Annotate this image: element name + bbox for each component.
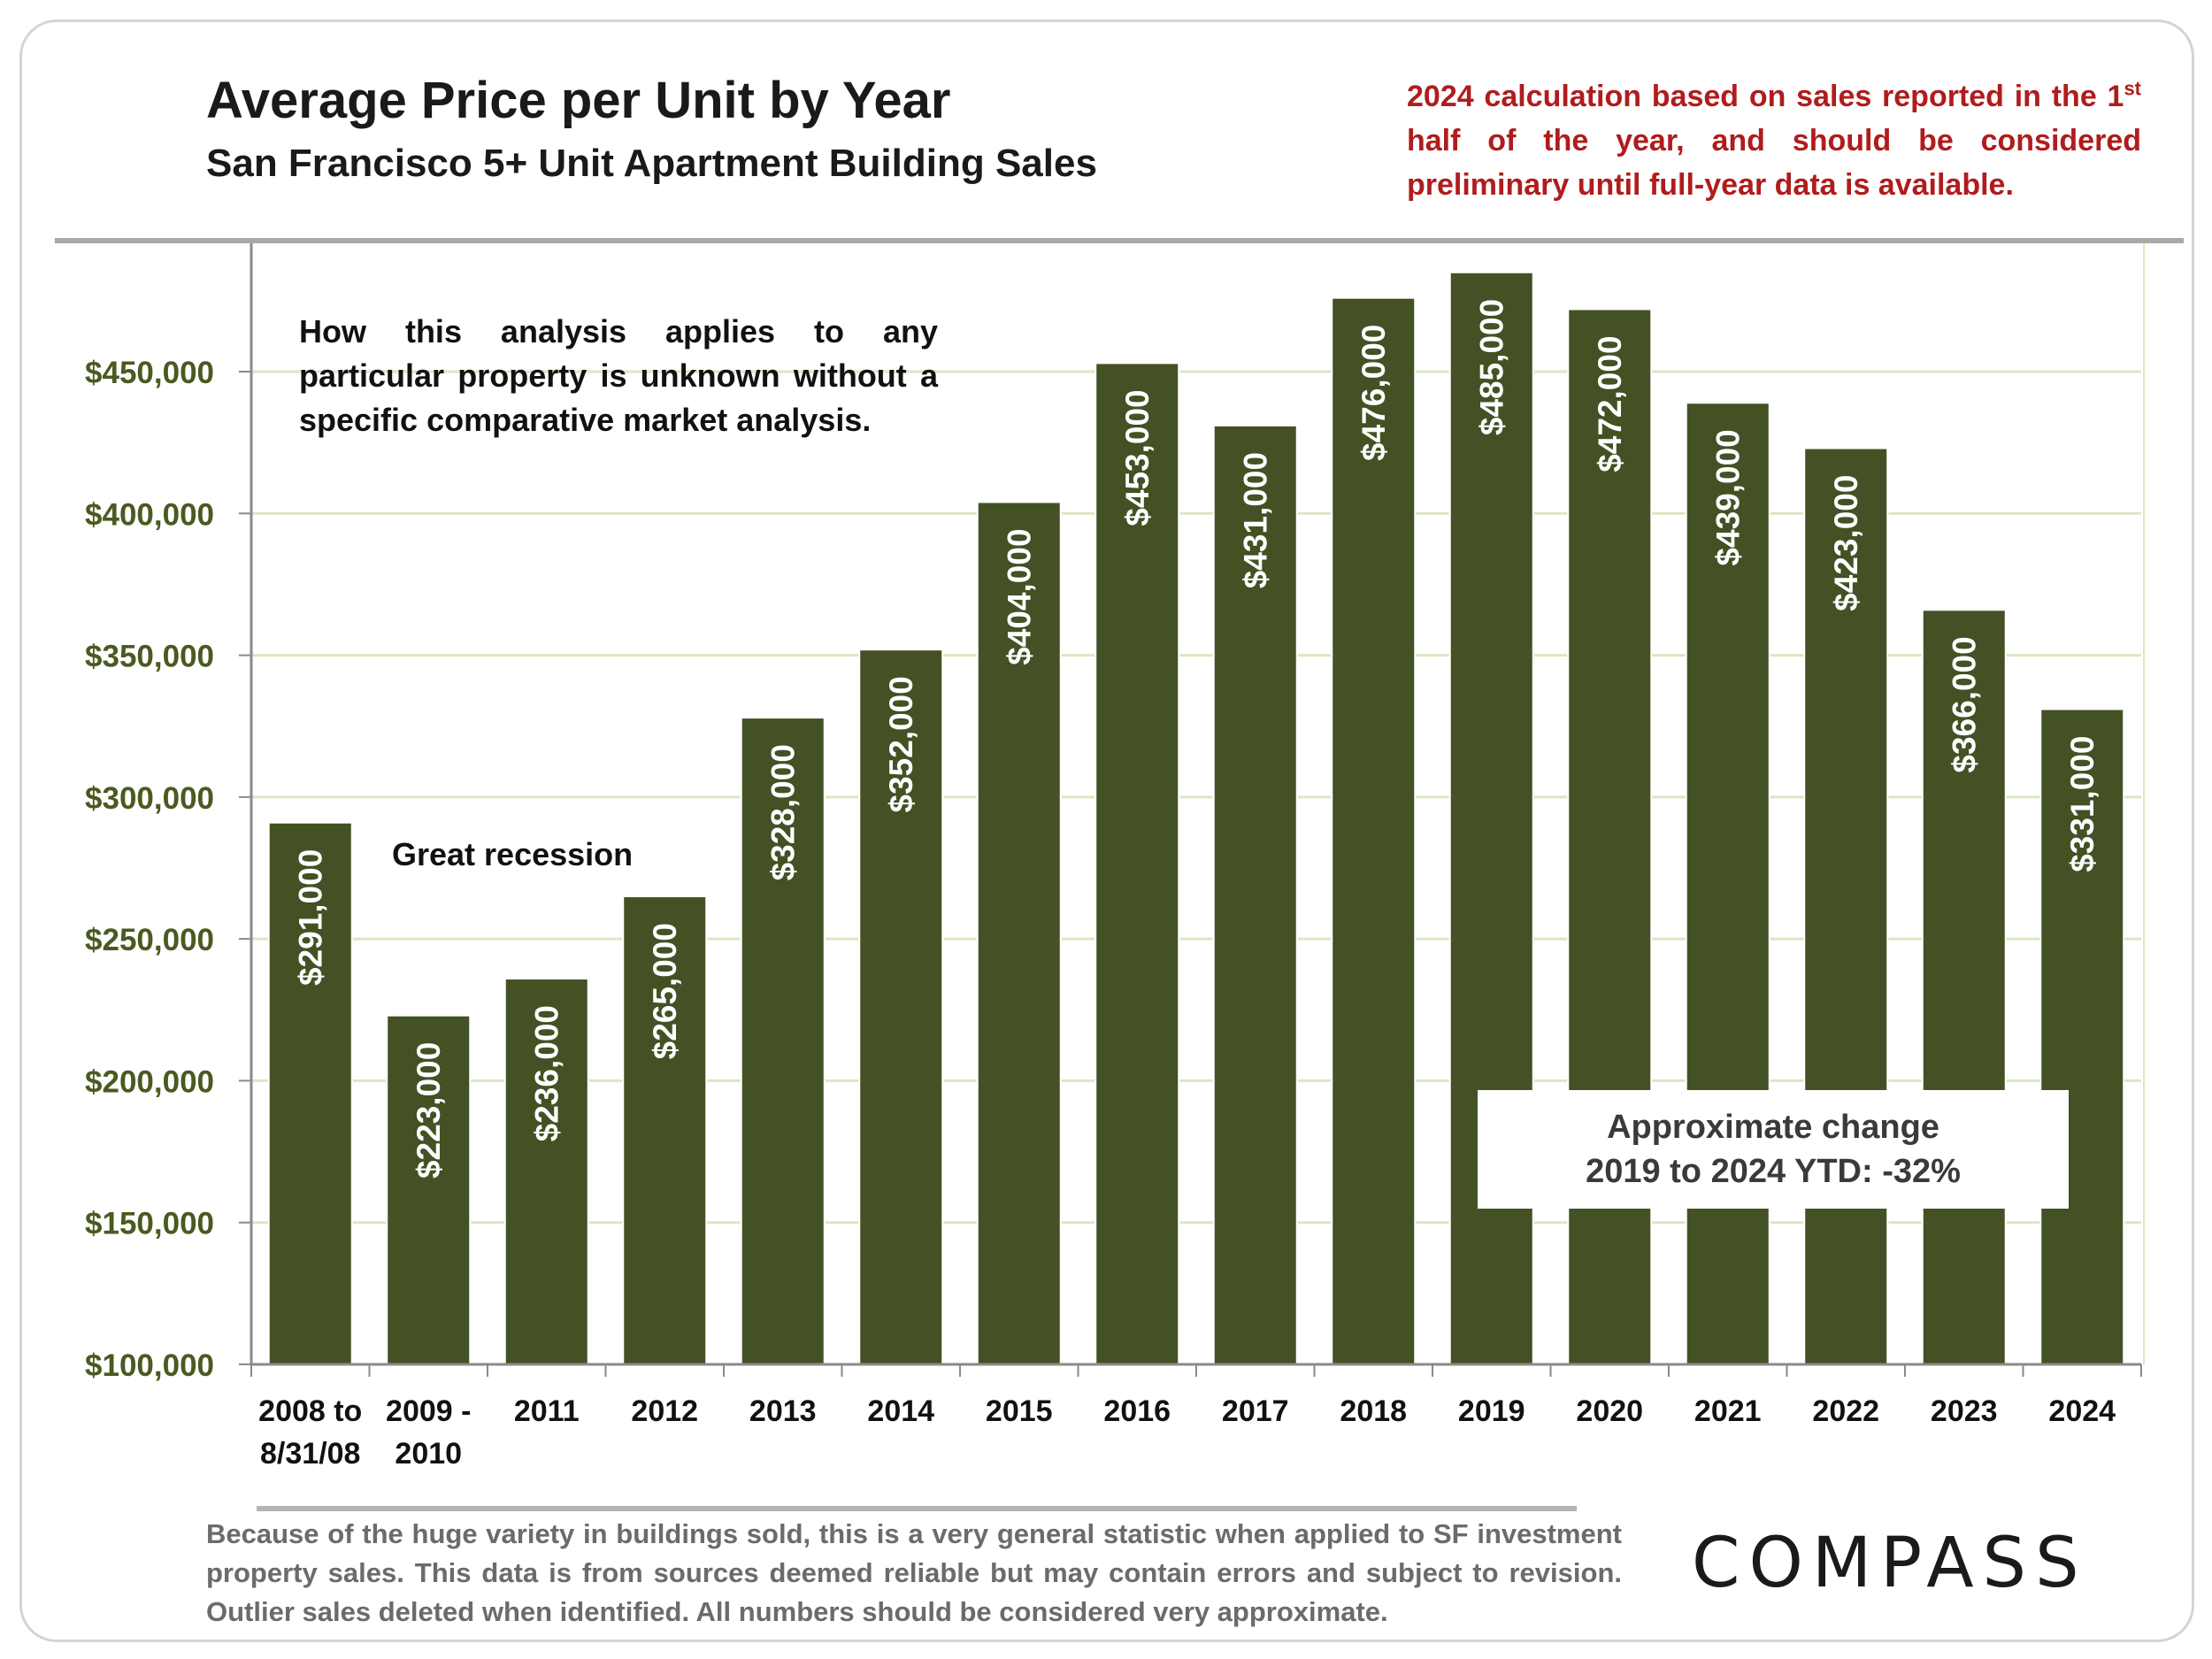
x-tick-label: 2011 xyxy=(514,1394,580,1428)
x-tick-label: 2019 xyxy=(1458,1394,1525,1428)
bar-value-label: $223,000 xyxy=(411,1042,447,1179)
bar-value-label: $476,000 xyxy=(1356,325,1392,461)
bar-value-label: $439,000 xyxy=(1710,429,1747,565)
x-tick-label-line: 2023 xyxy=(1931,1394,1998,1428)
y-axis-labels: $100,000 $150,000 $200,000 $250,000 $300,000… xyxy=(85,356,214,1383)
bar xyxy=(503,978,589,1365)
bar-value-label: $485,000 xyxy=(1474,299,1510,435)
note-text-part2: half of the year, and should be consider… xyxy=(1407,124,2141,202)
x-tick-label: 2021 xyxy=(1694,1394,1762,1428)
x-tick-label-line: 2015 xyxy=(986,1394,1053,1428)
bar-value-label: $453,000 xyxy=(1119,389,1156,526)
x-tick-label-line: 2014 xyxy=(867,1394,934,1428)
y-tick-label: $300,000 xyxy=(85,781,214,816)
x-tick-label: 2012 xyxy=(631,1394,698,1428)
x-tick-label-line: 2017 xyxy=(1222,1394,1289,1428)
bar xyxy=(858,649,944,1365)
footer-rule xyxy=(257,1506,1577,1511)
change-line-2: 2019 to 2024 YTD: -32% xyxy=(1586,1153,1961,1190)
x-tick-label: 2024 xyxy=(2048,1394,2116,1428)
bar-value-label: $472,000 xyxy=(1592,335,1628,472)
x-tick-label: 2020 xyxy=(1576,1394,1643,1428)
x-tick-label-line: 8/31/08 xyxy=(260,1437,360,1471)
x-tick-label-line: 2009 - xyxy=(386,1394,471,1428)
analysis-note: How this analysis applies to any particu… xyxy=(299,313,938,438)
bar xyxy=(740,717,826,1365)
bar xyxy=(622,895,708,1365)
y-tick-label: $150,000 xyxy=(85,1207,214,1241)
x-tick-label-line: 2019 xyxy=(1458,1394,1525,1428)
y-tick-label: $100,000 xyxy=(85,1348,214,1383)
bar xyxy=(1094,362,1180,1366)
x-tick-label: 2016 xyxy=(1103,1394,1171,1428)
y-tick-label: $200,000 xyxy=(85,1064,214,1099)
x-tick-label: 2014 xyxy=(867,1394,934,1428)
x-tick-label-line: 2010 xyxy=(395,1437,462,1471)
y-tick-label: $450,000 xyxy=(85,356,214,390)
x-tick-label-line: 2012 xyxy=(631,1394,698,1428)
note-text-part1: 2024 calculation based on sales reported… xyxy=(1407,80,2124,113)
bar-value-label: $291,000 xyxy=(293,849,329,986)
bar-value-label: $328,000 xyxy=(765,744,802,880)
x-tick-label-line: 2013 xyxy=(749,1394,817,1428)
x-tick-label-line: 2018 xyxy=(1340,1394,1407,1428)
approximate-change-box: Approximate change 2019 to 2024 YTD: -32… xyxy=(1478,1090,2069,1209)
compass-logo: COMPASS xyxy=(1692,1524,2088,1603)
x-tick-label: 2008 to 8/31/08 xyxy=(258,1394,362,1471)
bar xyxy=(386,1014,472,1365)
footer-disclaimer: Because of the huge variety in buildings… xyxy=(206,1518,1622,1627)
bar-value-label: $431,000 xyxy=(1238,452,1274,588)
bar-value-label: $404,000 xyxy=(1002,528,1038,664)
bar-value-label: $236,000 xyxy=(529,1005,565,1141)
chart-title: Average Price per Unit by Year xyxy=(206,72,951,129)
x-tick-label-line: 2024 xyxy=(2048,1394,2116,1428)
x-tick-label: 2015 xyxy=(986,1394,1053,1428)
bar-value-label: $331,000 xyxy=(2064,735,2101,872)
preliminary-data-note: 2024 calculation based on sales reported… xyxy=(1407,74,2141,207)
y-tick-label: $250,000 xyxy=(85,923,214,957)
x-tick-label-line: 2021 xyxy=(1694,1394,1762,1428)
bar xyxy=(1803,447,1889,1365)
bar-value-label: $265,000 xyxy=(647,923,683,1059)
x-axis-labels: 2008 to 8/31/08 2009 - 2010 2011 2012 2013 2014… xyxy=(258,1394,2116,1471)
bar-value-label: $423,000 xyxy=(1828,475,1864,611)
bar xyxy=(1331,296,1417,1365)
bar xyxy=(267,821,353,1365)
y-tick-label: $400,000 xyxy=(85,497,214,532)
bar-value-labels: $291,000 $223,000 $236,000 $265,000 $328,000… xyxy=(293,299,2101,1179)
bar xyxy=(1212,424,1298,1365)
x-tick-label-line: 2022 xyxy=(1812,1394,1879,1428)
chart-subtitle: San Francisco 5+ Unit Apartment Building… xyxy=(206,142,1097,185)
great-recession-label: Great recession xyxy=(392,836,634,872)
x-tick-label: 2023 xyxy=(1931,1394,1998,1428)
x-tick-label: 2017 xyxy=(1222,1394,1289,1428)
bars xyxy=(267,271,2125,1366)
bar xyxy=(2039,708,2125,1365)
x-tick-label: 2009 - 2010 xyxy=(386,1394,471,1471)
x-tick-label-line: 2011 xyxy=(514,1394,580,1428)
x-tick-label: 2013 xyxy=(749,1394,817,1428)
x-tick-label: 2018 xyxy=(1340,1394,1407,1428)
note-superscript: st xyxy=(2124,77,2141,100)
axes xyxy=(239,243,2142,1377)
x-tick-label-line: 2020 xyxy=(1576,1394,1643,1428)
x-tick-label-line: 2008 to xyxy=(258,1394,362,1428)
change-line-1: Approximate change xyxy=(1607,1109,1939,1146)
bar-value-label: $366,000 xyxy=(1947,636,1983,772)
x-tick-label-line: 2016 xyxy=(1103,1394,1171,1428)
y-tick-label: $350,000 xyxy=(85,640,214,674)
bar-value-label: $352,000 xyxy=(883,676,919,812)
x-tick-label: 2022 xyxy=(1812,1394,1879,1428)
